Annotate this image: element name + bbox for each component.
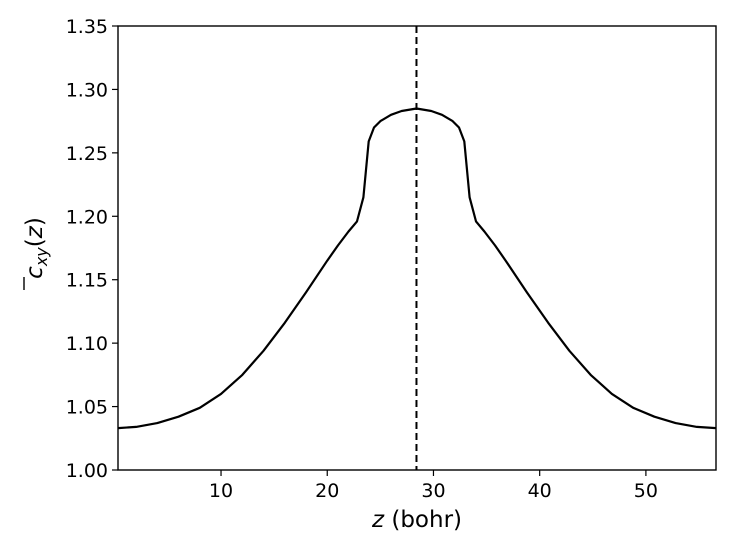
y-tick-label: 1.10 bbox=[66, 333, 108, 355]
x-tick-label: 50 bbox=[634, 480, 658, 502]
y-tick-label: 1.30 bbox=[66, 79, 108, 101]
svg-text:cxy(z): cxy(z) bbox=[22, 217, 51, 279]
x-axis-label: z (bohr) bbox=[371, 507, 462, 533]
x-tick-label: 30 bbox=[421, 480, 445, 502]
plot-area bbox=[117, 26, 717, 470]
x-axis-ticks: 10 20 30 40 50 bbox=[209, 470, 658, 502]
x-tick-label: 40 bbox=[528, 480, 552, 502]
y-tick-label: 1.05 bbox=[66, 397, 108, 419]
y-tick-label: 1.00 bbox=[66, 460, 108, 482]
y-axis-label: cxy(z) bbox=[22, 217, 51, 290]
y-tick-label: 1.25 bbox=[66, 143, 108, 165]
x-tick-label: 10 bbox=[209, 480, 233, 502]
y-tick-label: 1.20 bbox=[66, 206, 108, 228]
plot-frame bbox=[117, 25, 717, 471]
y-axis-ticks: 1.00 1.05 1.10 1.15 1.20 1.25 1.30 1.35 bbox=[66, 16, 118, 482]
y-tick-label: 1.35 bbox=[66, 16, 108, 38]
x-tick-label: 20 bbox=[315, 480, 339, 502]
y-tick-label: 1.15 bbox=[66, 270, 108, 292]
